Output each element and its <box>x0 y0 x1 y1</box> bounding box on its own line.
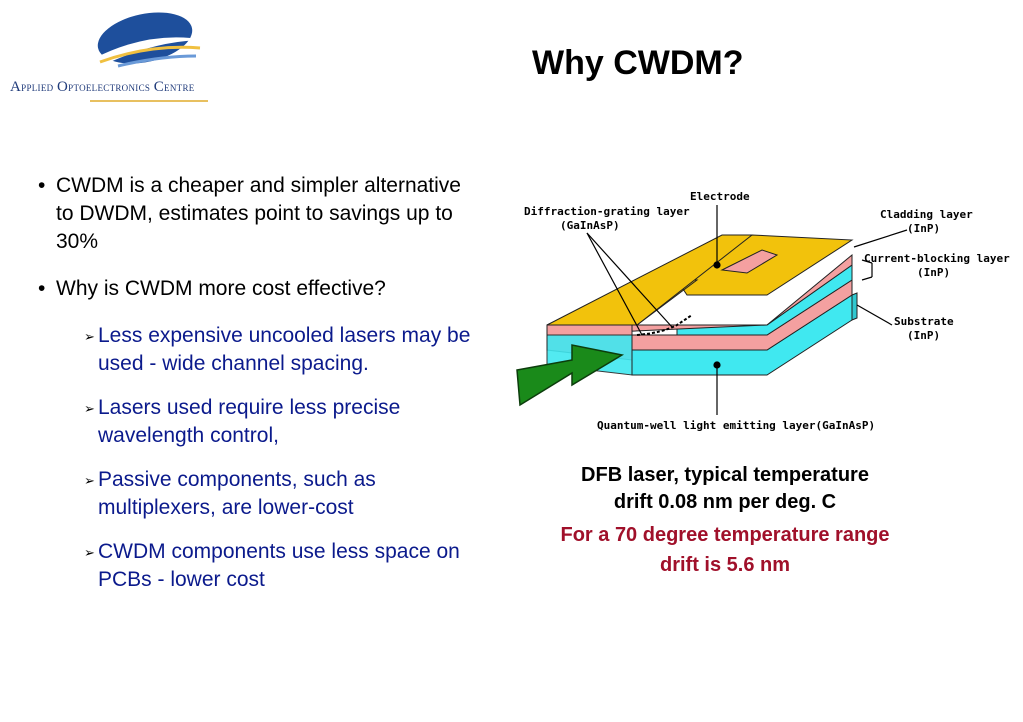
bullet-text: CWDM is a cheaper and simpler alternativ… <box>56 174 461 253</box>
electrode-left <box>546 234 754 326</box>
label-substrate-sub: (InP) <box>907 329 940 342</box>
sub-bullet-text: CWDM components use less space on PCBs -… <box>98 540 460 591</box>
label-cladding-sub: (InP) <box>907 222 940 235</box>
label-electrode: Electrode <box>690 190 750 203</box>
electrode-notch <box>720 249 779 274</box>
substrate-side <box>851 292 858 321</box>
label-grating: Diffraction-grating layer <box>524 205 690 218</box>
bullet-list: • CWDM is a cheaper and simpler alternat… <box>38 172 478 610</box>
sub-bullet-item: ➢ Passive components, such as multiplexe… <box>84 466 478 522</box>
sub-bullet-text: Lasers used require less precise wavelen… <box>98 396 401 447</box>
sub-bullet-item: ➢ Lasers used require less precise wavel… <box>84 394 478 450</box>
logo-text: Applied Optoelectronics Centre <box>10 79 195 95</box>
bullet-dot-icon: • <box>38 174 46 197</box>
dfb-laser-diagram: Electrode Diffraction-grating layer (GaI… <box>512 185 1012 445</box>
caption-range-drift: For a 70 degree temperature range drift … <box>560 524 890 576</box>
bullet-text: Why is CWDM more cost effective? <box>56 277 386 300</box>
arrow-bullet-icon: ➢ <box>84 545 95 560</box>
slide-title: Why CWDM? <box>532 44 744 82</box>
logo-swoosh-icon <box>95 12 205 68</box>
label-blocking-sub: (InP) <box>917 266 950 279</box>
label-blocking: Current-blocking layer <box>864 252 1010 265</box>
bullet-item: • Why is CWDM more cost effective? <box>38 275 478 303</box>
sub-bullet-item: ➢ CWDM components use less space on PCBs… <box>84 538 478 594</box>
sub-bullet-text: Passive components, such as multiplexers… <box>98 468 376 519</box>
light-output-arrow-icon <box>516 344 625 407</box>
diagram-caption: DFB laser, typical temperature drift 0.0… <box>560 462 890 580</box>
arrow-bullet-icon: ➢ <box>84 473 95 488</box>
arrow-bullet-icon: ➢ <box>84 329 95 344</box>
caption-drift: DFB laser, typical temperature drift 0.0… <box>581 464 869 513</box>
sub-bullet-item: ➢ Less expensive uncooled lasers may be … <box>84 322 478 378</box>
arrow-bullet-icon: ➢ <box>84 401 95 416</box>
label-substrate: Substrate <box>894 315 954 328</box>
label-cladding: Cladding layer <box>880 208 973 221</box>
bullet-item: • CWDM is a cheaper and simpler alternat… <box>38 172 478 256</box>
logo-underline <box>90 100 208 102</box>
bullet-dot-icon: • <box>38 277 46 300</box>
label-quantum-well: Quantum-well light emitting layer(GaInAs… <box>597 419 875 432</box>
grating-line <box>636 314 693 336</box>
label-grating-sub: (GaInAsP) <box>560 219 620 232</box>
sub-bullet-list: ➢ Less expensive uncooled lasers may be … <box>84 322 478 594</box>
company-logo: Applied Optoelectronics Centre <box>0 0 300 110</box>
sub-bullet-text: Less expensive uncooled lasers may be us… <box>98 324 471 375</box>
